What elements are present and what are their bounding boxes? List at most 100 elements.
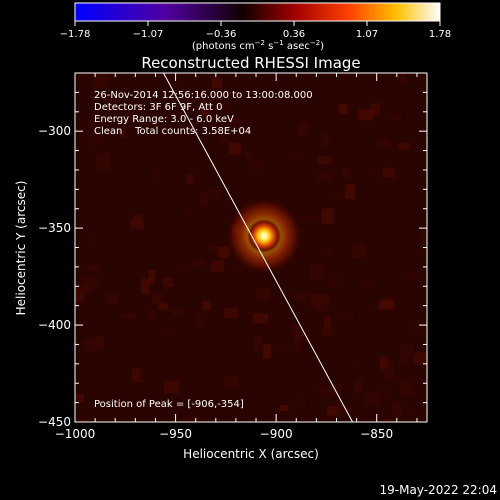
texture-cell [292, 324, 301, 340]
texture-cell [193, 311, 209, 319]
y-axis-ticks: −300 −350 −400 −450 [38, 72, 427, 429]
texture-cell [345, 405, 353, 414]
texture-cell [297, 123, 309, 136]
x-axis-ticks: −1000 −950 −900 −850 [55, 73, 418, 441]
texture-cell [363, 91, 375, 103]
annotation-detectors: Detectors: 3F 6F 9F, Att 0 [94, 102, 222, 113]
texture-cell [250, 158, 264, 173]
texture-cell [370, 168, 380, 176]
texture-cell [212, 77, 222, 88]
texture-cell [363, 224, 372, 232]
texture-cell [186, 282, 199, 295]
texture-cell [196, 316, 207, 327]
texture-cell [400, 344, 414, 355]
texture-cell [106, 93, 118, 101]
texture-cell [351, 244, 366, 258]
texture-cell [88, 120, 95, 128]
texture-cell [79, 419, 88, 422]
texture-cell [378, 419, 394, 422]
texture-cell [211, 245, 219, 253]
texture-cell [309, 264, 325, 280]
texture-cell [342, 169, 350, 178]
texture-cell [360, 279, 375, 287]
texture-cell [293, 292, 308, 302]
texture-cell [318, 386, 327, 395]
texture-cell [120, 240, 132, 247]
annotation-total-counts: Clean Total counts: 3.58E+04 [94, 126, 251, 137]
texture-cell [256, 287, 270, 301]
texture-cell [131, 145, 140, 156]
texture-cell [224, 375, 239, 389]
texture-cell [308, 137, 325, 153]
texture-cell [382, 167, 396, 178]
texture-cell [75, 394, 84, 403]
texture-cell [391, 402, 402, 418]
texture-cell [399, 381, 415, 397]
texture-cell [323, 415, 339, 422]
texture-cell [86, 265, 103, 272]
texture-cell [218, 246, 230, 259]
texture-cell [263, 344, 272, 359]
texture-cell [141, 278, 150, 294]
texture-cell [253, 337, 263, 351]
texture-cell [364, 392, 380, 406]
texture-cell [271, 342, 287, 354]
texture-cell [192, 258, 205, 267]
texture-cell [93, 73, 108, 89]
texture-cell [324, 316, 331, 330]
texture-cell [324, 348, 331, 357]
texture-cell [94, 336, 105, 350]
texture-cell [119, 127, 126, 138]
y-tick-label: −350 [38, 221, 71, 235]
y-axis-label: Heliocentric Y (arcsec) [14, 181, 28, 316]
texture-cell [421, 239, 427, 251]
texture-cell [244, 419, 251, 422]
colorbar-ticks: −1.78 −1.07 −0.36 0.36 1.07 1.78 [60, 21, 451, 40]
texture-cell [200, 100, 211, 116]
texture-cell [98, 326, 111, 337]
texture-cell [321, 134, 329, 147]
texture-cell [290, 151, 303, 160]
texture-cell [290, 75, 300, 89]
texture-cell [84, 366, 93, 375]
texture-cell [398, 142, 411, 150]
texture-cell [218, 126, 225, 143]
texture-cell [135, 100, 144, 113]
peak-source [247, 218, 282, 253]
texture-cell [180, 262, 189, 276]
colorbar-tick-label: 1.78 [429, 29, 451, 40]
colorbar-units: (photons cm−2 s−1 asec−2) [192, 39, 324, 52]
texture-cell [399, 73, 407, 84]
texture-cell [93, 314, 104, 328]
texture-cell [298, 248, 310, 260]
texture-cell [326, 406, 339, 419]
texture-cell [78, 284, 94, 293]
texture-cell [294, 329, 310, 342]
texture-cell [232, 130, 245, 143]
texture-cell [83, 274, 98, 287]
texture-cell [333, 189, 347, 201]
colorbar: −1.78 −1.07 −0.36 0.36 1.07 1.78 (photons cm−… [60, 2, 451, 52]
texture-cell [317, 297, 330, 313]
texture-cell [122, 113, 133, 121]
texture-cell [199, 193, 208, 206]
texture-cell [303, 214, 316, 221]
texture-cell [186, 174, 194, 184]
texture-cell [399, 354, 407, 366]
texture-cell [157, 303, 169, 310]
texture-cell [151, 292, 164, 304]
texture-cell [413, 352, 427, 365]
y-tick-label: −300 [38, 124, 71, 138]
texture-cell [422, 225, 427, 242]
texture-cell [107, 294, 118, 305]
y-tick-label: −450 [38, 415, 71, 429]
texture-cell [339, 310, 354, 319]
texture-cell [217, 382, 230, 393]
image-texture [75, 73, 427, 422]
annotation-block: 26-Nov-2014 12:56:16.000 to 13:00:08.000… [94, 90, 313, 137]
texture-cell [76, 75, 87, 83]
texture-cell [358, 109, 374, 121]
texture-cell [139, 365, 150, 382]
texture-cell [75, 288, 84, 302]
